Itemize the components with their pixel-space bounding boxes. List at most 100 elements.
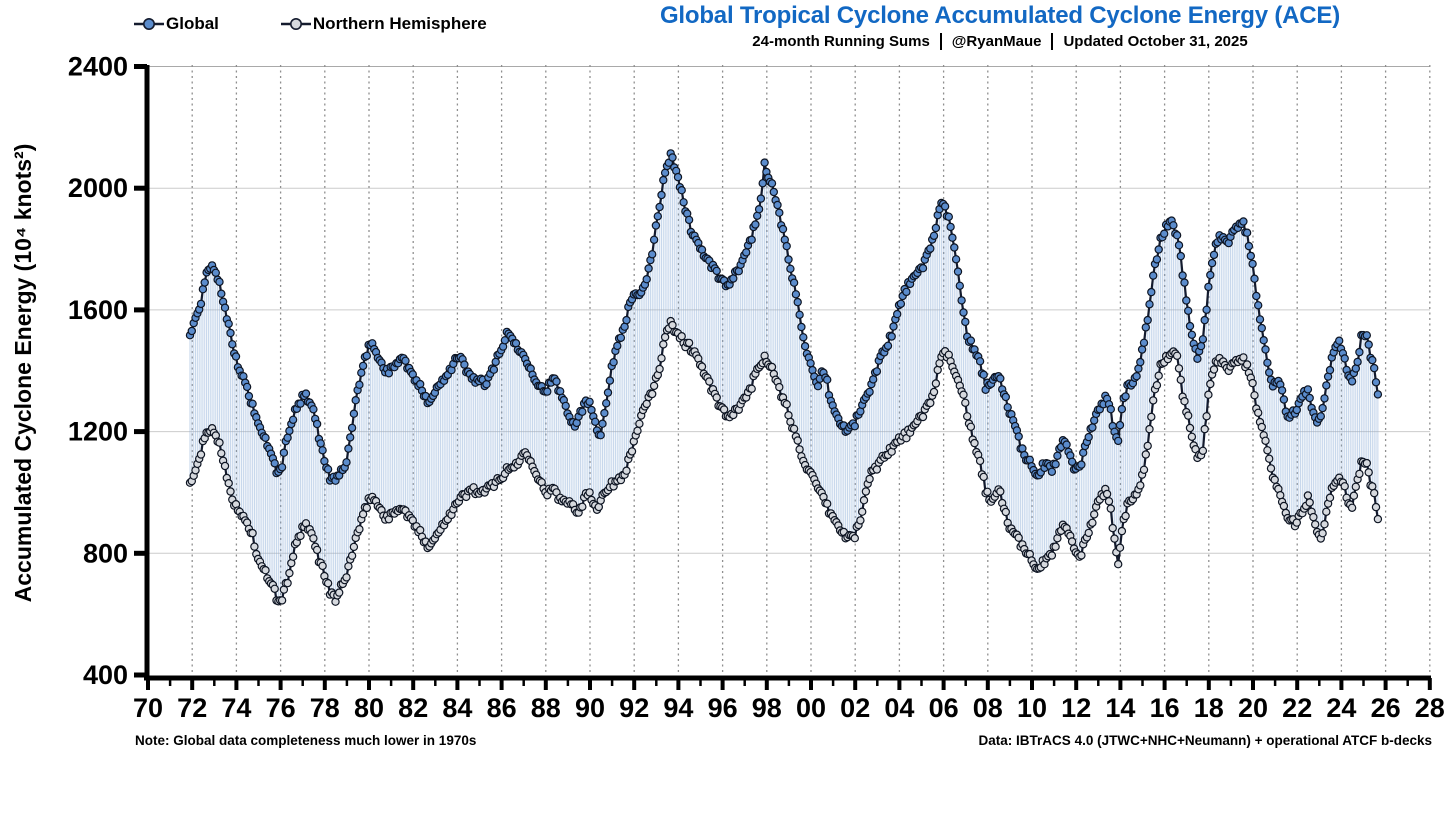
nh-data-point bbox=[1067, 537, 1077, 546]
nh-data-point bbox=[782, 400, 791, 409]
x-tick-label: 00 bbox=[796, 693, 826, 723]
x-tick-label: 16 bbox=[1150, 693, 1180, 723]
nh-data-point bbox=[288, 552, 298, 561]
nh-data-point bbox=[1106, 504, 1116, 513]
nh-data-point bbox=[1202, 412, 1211, 421]
global-data-point bbox=[342, 458, 351, 467]
nh-data-point bbox=[705, 377, 714, 386]
global-data-point bbox=[1084, 432, 1093, 442]
global-data-point bbox=[1242, 228, 1252, 237]
nh-data-point bbox=[1183, 411, 1193, 420]
nh-data-point bbox=[1325, 493, 1335, 502]
global-data-point bbox=[791, 290, 801, 299]
global-data-point bbox=[1137, 345, 1147, 354]
nh-data-point bbox=[996, 487, 1005, 496]
global-data-point bbox=[1209, 250, 1219, 260]
x-tick-label: 20 bbox=[1238, 693, 1268, 723]
y-tick-label: 2400 bbox=[68, 52, 128, 82]
global-data-point bbox=[1244, 241, 1254, 251]
global-data-point bbox=[1115, 420, 1125, 430]
global-data-point bbox=[613, 341, 622, 351]
global-data-point bbox=[1148, 271, 1158, 280]
global-data-point bbox=[742, 248, 751, 257]
nh-data-point bbox=[784, 411, 793, 420]
global-data-point bbox=[1139, 338, 1149, 347]
global-data-point bbox=[1198, 335, 1208, 344]
nh-data-point bbox=[1084, 528, 1093, 538]
global-data-point bbox=[491, 357, 500, 367]
global-data-point bbox=[751, 220, 760, 229]
global-data-point bbox=[1246, 251, 1256, 261]
global-data-point bbox=[602, 399, 611, 408]
global-data-point bbox=[622, 315, 631, 325]
nh-data-point bbox=[250, 542, 259, 551]
nh-data-point bbox=[1209, 365, 1219, 374]
global-data-point bbox=[1362, 331, 1372, 340]
x-tick-label: 82 bbox=[398, 693, 428, 723]
nh-data-point bbox=[1014, 533, 1023, 542]
global-data-point bbox=[220, 303, 230, 312]
nh-data-point bbox=[963, 412, 972, 421]
global-data-point bbox=[511, 339, 521, 348]
global-data-point bbox=[198, 285, 208, 294]
global-data-point bbox=[1255, 315, 1265, 324]
nh-data-point bbox=[1257, 422, 1267, 432]
global-data-point bbox=[1183, 306, 1193, 315]
nh-data-point bbox=[627, 447, 637, 456]
global-data-point bbox=[1143, 315, 1152, 325]
global-data-point bbox=[200, 278, 209, 287]
global-data-point bbox=[1257, 323, 1267, 333]
global-data-point bbox=[649, 235, 659, 244]
global-data-point bbox=[217, 289, 226, 298]
global-data-point bbox=[224, 319, 233, 328]
global-data-point bbox=[1277, 386, 1287, 395]
global-data-point bbox=[769, 187, 779, 197]
nh-data-point bbox=[1351, 482, 1361, 491]
nh-data-point bbox=[1121, 511, 1130, 521]
nh-data-point bbox=[1373, 514, 1383, 524]
global-data-point bbox=[187, 326, 196, 336]
global-data-point bbox=[946, 222, 955, 232]
nh-data-point bbox=[220, 461, 230, 471]
global-data-point bbox=[1259, 336, 1268, 345]
nh-data-point bbox=[270, 584, 279, 594]
nh-data-point bbox=[1371, 502, 1381, 512]
global-data-point bbox=[1152, 255, 1162, 264]
global-data-point bbox=[1077, 460, 1086, 469]
global-data-points bbox=[185, 149, 1383, 485]
x-tick-label: 78 bbox=[310, 693, 340, 723]
nh-data-point bbox=[1320, 520, 1329, 529]
nh-data-point bbox=[1152, 381, 1162, 390]
global-data-point bbox=[1051, 460, 1060, 469]
nh-data-point bbox=[1113, 560, 1123, 569]
global-data-point bbox=[596, 431, 605, 440]
nh-data-point bbox=[975, 456, 985, 466]
global-data-point bbox=[1373, 390, 1383, 399]
nh-data-point bbox=[318, 561, 327, 571]
global-data-point bbox=[543, 387, 552, 396]
y-tick-label: 2000 bbox=[68, 173, 128, 203]
global-data-point bbox=[729, 274, 738, 283]
nh-data-point bbox=[277, 596, 287, 605]
nh-data-point bbox=[217, 449, 226, 458]
global-data-point bbox=[957, 296, 966, 305]
nh-data-point bbox=[861, 487, 871, 496]
global-data-point bbox=[578, 407, 587, 416]
global-data-point bbox=[747, 235, 756, 244]
nh-data-point bbox=[1253, 408, 1263, 417]
global-data-point bbox=[585, 397, 594, 406]
nh-data-point bbox=[850, 534, 860, 543]
y-tick-label: 1200 bbox=[68, 417, 128, 447]
global-data-point bbox=[1200, 315, 1209, 325]
nh-data-point bbox=[1303, 491, 1313, 500]
global-data-point bbox=[1176, 251, 1186, 261]
y-axis-title: Accumulated Cyclone Energy (10⁴ knots²) bbox=[10, 143, 36, 603]
nh-data-point bbox=[1147, 412, 1156, 422]
global-data-point bbox=[600, 408, 609, 418]
global-data-point bbox=[931, 223, 941, 233]
nh-data-point bbox=[926, 398, 935, 408]
nh-data-point bbox=[1322, 507, 1331, 516]
global-data-point bbox=[953, 267, 963, 276]
global-data-point bbox=[784, 255, 793, 264]
